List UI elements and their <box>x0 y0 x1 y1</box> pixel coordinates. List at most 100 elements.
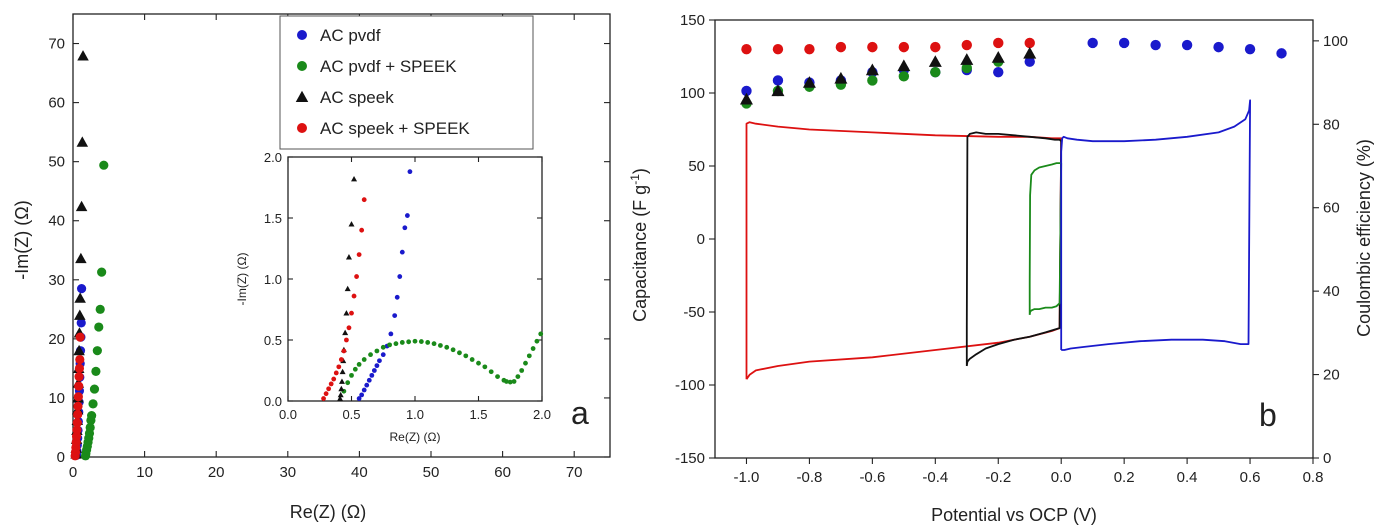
inset-data-point <box>371 368 377 373</box>
inset-series-ac-speek-speek <box>321 197 367 401</box>
data-point <box>74 372 84 382</box>
inset-data-point <box>534 338 540 344</box>
y-tick-label: -150 <box>675 450 705 467</box>
efficiency-point <box>898 71 910 82</box>
inset-data-point <box>361 387 367 393</box>
legend-marker <box>295 90 309 102</box>
x-tick-label: 40 <box>351 464 368 481</box>
efficiency-point <box>993 66 1004 78</box>
efficiency-point <box>802 76 816 88</box>
data-point <box>92 346 102 356</box>
x-tick-label: -1.0 <box>734 469 760 486</box>
inset-data-point <box>338 357 344 362</box>
series-ac-speek-speek <box>70 332 85 461</box>
efficiency-series-3 <box>739 46 1037 105</box>
data-point <box>97 267 107 277</box>
efficiency-point <box>835 41 847 53</box>
efficiency-point <box>1087 37 1098 49</box>
x-tick-label: 50 <box>423 464 440 481</box>
inset-tick-marks <box>287 156 543 402</box>
panel-b-y2-tick-labels: 0 20 40 60 80 100 <box>1323 33 1348 467</box>
data-point <box>99 160 109 170</box>
efficiency-point <box>772 44 784 55</box>
x-tick-label: -0.6 <box>859 469 885 486</box>
inset-data-point <box>328 381 334 387</box>
inset-data-point <box>504 379 509 384</box>
efficiency-point <box>804 44 815 55</box>
data-point <box>95 304 105 314</box>
y-tick-label: -100 <box>675 377 705 394</box>
panel-b-y-axis-label: Capacitance (F g-1) <box>628 168 650 322</box>
inset-data-point <box>463 353 469 359</box>
efficiency-point <box>1024 56 1035 67</box>
panel-a-y-axis-label: -Im(Z) (Ω) <box>12 200 32 279</box>
data-point <box>73 401 83 411</box>
panel-b-efficiency-points <box>739 37 1287 109</box>
inset-data-point <box>359 227 365 233</box>
efficiency-point <box>1023 46 1037 59</box>
legend-label: AC speek <box>320 88 394 107</box>
inset-data-point <box>526 353 532 359</box>
inset-x-tick-labels: 0.0 0.5 1.0 1.5 2.0 <box>279 407 551 422</box>
panel-b-y-tick-labels: -150 -100 -50 0 50 100 150 <box>675 12 705 467</box>
efficiency-point <box>961 39 972 51</box>
inset-data-point <box>393 341 399 347</box>
cv-curve-2 <box>1028 162 1063 316</box>
data-point <box>74 381 84 391</box>
panel-a-x-axis-label: Re(Z) (Ω) <box>290 502 366 522</box>
inset-data-point <box>343 310 350 316</box>
x-tick-label: 10 <box>136 464 153 481</box>
panel-a-inset: 0.0 0.5 1.0 1.5 2.0 0.0 0.5 1.0 1.5 2.0 Re(Z) (Ω… <box>235 150 551 444</box>
inset-data-point <box>397 274 403 279</box>
inset-data-point <box>425 340 431 345</box>
inset-data-point <box>387 342 392 348</box>
inset-data-point <box>333 370 339 376</box>
efficiency-point <box>928 55 942 67</box>
y-tick-label: 150 <box>680 12 705 29</box>
inset-data-point <box>394 294 400 300</box>
inset-data-point <box>374 348 380 354</box>
data-point <box>88 399 98 409</box>
x-tick-label: 0.0 <box>1051 469 1072 486</box>
data-point <box>75 252 87 264</box>
inset-data-point <box>337 391 344 398</box>
panel-b-x-tick-labels: -1.0 -0.8 -0.6 -0.4 -0.2 0.0 0.2 0.4 0.6 0.8 <box>734 469 1324 486</box>
efficiency-point <box>930 66 941 78</box>
inset-data-point <box>361 357 367 362</box>
cv-curve-1 <box>965 131 1063 367</box>
efficiency-point <box>867 75 878 86</box>
inset-x-tick-label: 0.0 <box>279 407 297 422</box>
inset-data-point <box>377 358 382 364</box>
data-point <box>73 409 83 420</box>
efficiency-point <box>993 37 1004 49</box>
panel-a-data-points <box>70 50 109 461</box>
panel-a-y-tick-labels: 0 10 20 30 40 50 60 70 <box>48 36 65 466</box>
panel-b-cv-curves <box>745 99 1251 380</box>
data-point <box>76 136 89 147</box>
inset-data-point <box>538 331 544 337</box>
inset-data-point <box>523 360 528 366</box>
inset-data-point <box>369 372 375 378</box>
y2-tick-label: 80 <box>1323 116 1340 133</box>
inset-data-point <box>431 341 437 347</box>
data-point <box>76 318 86 328</box>
data-point <box>85 422 95 433</box>
inset-data-point <box>404 213 410 218</box>
efficiency-point <box>739 92 753 105</box>
inset-data-point <box>507 379 513 385</box>
efficiency-point <box>898 41 910 53</box>
inset-data-point <box>511 379 517 384</box>
inset-data-point <box>345 380 351 386</box>
x-tick-label: 20 <box>208 464 225 481</box>
efficiency-point <box>1118 37 1130 49</box>
legend-label: AC speek + SPEEK <box>320 119 470 138</box>
y-tick-label: 50 <box>48 154 65 171</box>
efficiency-series-1 <box>741 37 1287 97</box>
efficiency-point <box>741 85 752 97</box>
inset-data-point <box>346 325 352 331</box>
inset-data-point <box>331 376 337 382</box>
inset-data-point <box>418 339 424 344</box>
inset-data-point <box>366 377 372 383</box>
data-point <box>71 431 82 441</box>
inset-data-point <box>356 252 362 257</box>
